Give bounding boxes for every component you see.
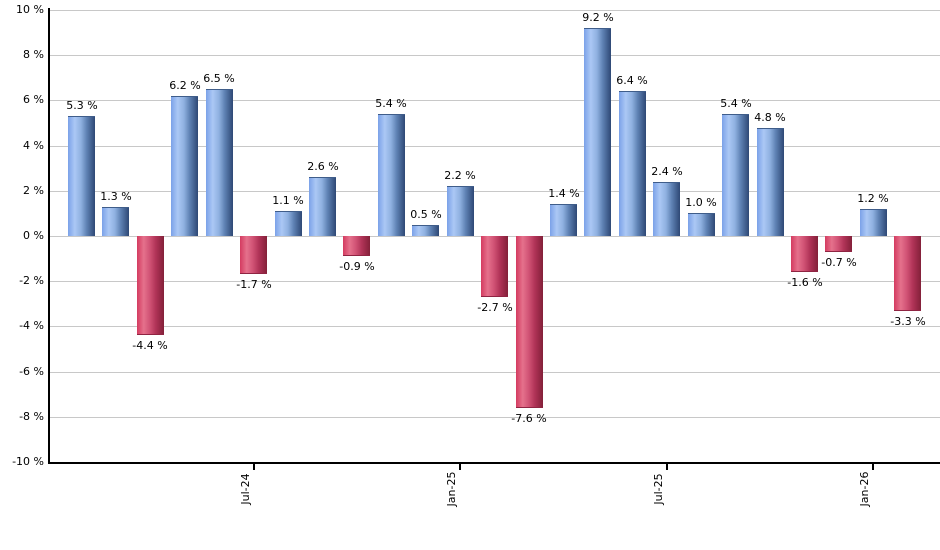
bar-positive xyxy=(378,114,405,236)
bar-value-label: -3.3 % xyxy=(890,315,926,328)
x-axis-tick-label: Jan-25 xyxy=(445,471,458,507)
gridline xyxy=(49,417,940,418)
bar-positive xyxy=(584,28,611,236)
bar-value-label: 6.4 % xyxy=(616,74,648,87)
bar-value-label: 2.6 % xyxy=(307,160,339,173)
bar-negative xyxy=(481,236,508,297)
bar-value-label: 2.2 % xyxy=(444,169,476,182)
bar-positive xyxy=(653,182,680,236)
bar-value-label: 5.4 % xyxy=(375,97,407,110)
y-axis-tick-label: 4 % xyxy=(23,139,44,152)
bar-positive xyxy=(171,96,198,236)
x-axis-tick-label: Jan-26 xyxy=(858,471,871,507)
bar-value-label: -4.4 % xyxy=(132,339,168,352)
y-axis-tick-label: -6 % xyxy=(19,365,44,378)
bar-negative xyxy=(825,236,852,252)
y-axis-line xyxy=(48,8,50,464)
bar-value-label: 2.4 % xyxy=(651,165,683,178)
bar-value-label: -0.7 % xyxy=(821,256,857,269)
bar-positive xyxy=(722,114,749,236)
x-axis-tick-label: Jul-25 xyxy=(652,473,665,505)
x-axis-tick xyxy=(253,464,255,470)
bar-value-label: -2.7 % xyxy=(477,301,513,314)
x-axis-tick xyxy=(872,464,874,470)
gridline xyxy=(49,100,940,101)
x-axis-tick-label: Jul-24 xyxy=(239,473,252,505)
bar-positive xyxy=(102,207,129,236)
x-axis-tick xyxy=(459,464,461,470)
gridline xyxy=(49,55,940,56)
bar-value-label: -1.6 % xyxy=(787,276,823,289)
bar-positive xyxy=(550,204,577,236)
bar-value-label: 1.4 % xyxy=(548,187,580,200)
bar-value-label: 1.3 % xyxy=(100,190,132,203)
bar-negative xyxy=(343,236,370,256)
x-axis-tick xyxy=(666,464,668,470)
gridline xyxy=(49,372,940,373)
gridline xyxy=(49,146,940,147)
gridline xyxy=(49,326,940,327)
bar-positive xyxy=(860,209,887,236)
bar-positive xyxy=(757,128,784,236)
bar-negative xyxy=(240,236,267,274)
gridline xyxy=(49,10,940,11)
y-axis-tick-label: 2 % xyxy=(23,184,44,197)
x-axis-line xyxy=(48,462,940,464)
bar-value-label: -1.7 % xyxy=(236,278,272,291)
bar-value-label: 9.2 % xyxy=(582,11,614,24)
bar-positive xyxy=(68,116,95,236)
bar-negative xyxy=(137,236,164,335)
bar-positive xyxy=(447,186,474,236)
bar-positive xyxy=(275,211,302,236)
bar-value-label: 4.8 % xyxy=(754,111,786,124)
bar-value-label: 6.5 % xyxy=(203,72,235,85)
bar-value-label: 5.3 % xyxy=(66,99,98,112)
y-axis-tick-label: 6 % xyxy=(23,93,44,106)
bar-value-label: 0.5 % xyxy=(410,208,442,221)
bar-positive xyxy=(206,89,233,236)
bar-positive xyxy=(309,177,336,236)
bar-negative xyxy=(516,236,543,408)
bar-value-label: 5.4 % xyxy=(720,97,752,110)
bar-value-label: 1.2 % xyxy=(857,192,889,205)
bar-value-label: -0.9 % xyxy=(339,260,375,273)
y-axis-tick-label: 10 % xyxy=(16,3,44,16)
y-axis-tick-label: -4 % xyxy=(19,319,44,332)
bar-positive xyxy=(688,213,715,236)
bar-positive xyxy=(619,91,646,236)
y-axis-tick-label: -8 % xyxy=(19,410,44,423)
bar-value-label: 1.0 % xyxy=(685,196,717,209)
bar-value-label: -7.6 % xyxy=(511,412,547,425)
bar-value-label: 6.2 % xyxy=(169,79,201,92)
gridline xyxy=(49,191,940,192)
y-axis-tick-label: -2 % xyxy=(19,274,44,287)
y-axis-tick-label: 8 % xyxy=(23,48,44,61)
bar-positive xyxy=(412,225,439,236)
bar-negative xyxy=(791,236,818,272)
y-axis-tick-label: -10 % xyxy=(12,455,44,468)
bar-value-label: 1.1 % xyxy=(272,194,304,207)
bar-negative xyxy=(894,236,921,311)
y-axis-tick-label: 0 % xyxy=(23,229,44,242)
